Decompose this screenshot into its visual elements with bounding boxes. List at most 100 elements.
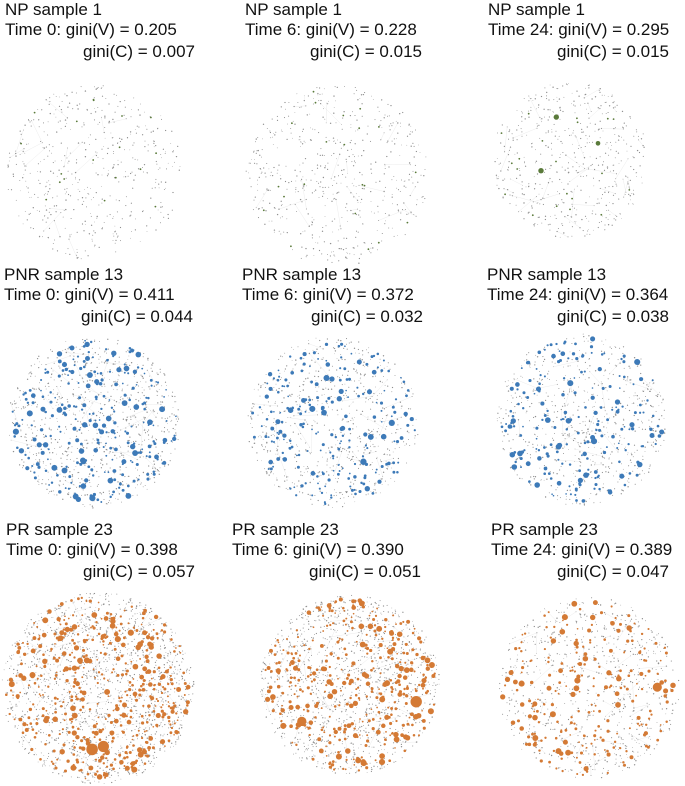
network-colored-node <box>581 454 583 456</box>
network-node <box>396 444 397 445</box>
network-node <box>89 473 90 474</box>
network-node <box>537 203 538 204</box>
network-node <box>353 483 354 484</box>
network-node <box>60 398 61 399</box>
network-node <box>341 148 342 149</box>
network-node <box>148 386 149 387</box>
network-edge <box>351 209 358 210</box>
network-node <box>130 419 131 420</box>
network-colored-node <box>270 427 274 431</box>
network-node <box>537 445 538 446</box>
network-node <box>370 359 371 360</box>
network-node <box>508 131 509 132</box>
network-node <box>573 338 574 339</box>
network-colored-node <box>276 437 279 440</box>
network-node <box>604 192 605 193</box>
network-node <box>615 365 616 366</box>
network-node <box>117 237 118 238</box>
network-colored-node <box>330 494 332 496</box>
network-colored-node <box>92 356 94 358</box>
network-colored-node <box>406 424 409 427</box>
network-node <box>627 183 628 184</box>
network-node <box>571 391 572 392</box>
network-colored-node <box>351 353 353 355</box>
network-colored-node <box>92 159 94 161</box>
network-node <box>587 103 588 104</box>
network-colored-node <box>79 448 85 454</box>
network-colored-node <box>44 372 46 374</box>
network-colored-node <box>31 393 36 398</box>
network-node <box>342 384 343 385</box>
network-node <box>523 202 524 203</box>
network-node <box>88 355 89 356</box>
network-node <box>570 378 571 379</box>
network-node <box>265 446 266 447</box>
network-edge <box>24 737 37 755</box>
network-node <box>160 689 161 690</box>
panel-time-gini-v: Time 0: gini(V) = 0.398 <box>6 540 178 560</box>
network-colored-node <box>538 382 541 385</box>
network-edge <box>288 418 305 421</box>
network-node <box>57 394 58 395</box>
network-node <box>254 443 255 444</box>
network-node <box>372 247 373 248</box>
network-node <box>517 152 518 153</box>
network-colored-node <box>46 371 49 374</box>
network-node <box>384 408 385 409</box>
network-node <box>629 188 630 189</box>
network-node <box>391 179 392 180</box>
network-node <box>48 395 49 396</box>
network-node <box>627 181 628 182</box>
network-node <box>175 424 176 425</box>
network-node <box>295 454 296 455</box>
network-node <box>417 434 418 435</box>
network-node <box>39 362 40 363</box>
network-colored-node <box>576 117 578 119</box>
network-hub-node <box>538 168 543 173</box>
network-edge <box>519 420 520 435</box>
network-colored-node <box>332 455 335 458</box>
network-node <box>135 129 136 130</box>
network-node <box>124 100 125 101</box>
network-node <box>379 474 380 475</box>
network-node <box>563 476 564 477</box>
network-node <box>580 105 581 106</box>
network-node <box>609 186 610 187</box>
network-node <box>301 411 302 412</box>
network-node <box>313 219 314 220</box>
network-node <box>31 405 32 406</box>
network-node <box>336 495 337 496</box>
network-node <box>603 161 604 162</box>
network-edge <box>57 387 63 398</box>
network-node <box>70 153 71 154</box>
network-node <box>342 129 343 130</box>
network-node <box>614 218 615 219</box>
network-colored-node <box>147 397 149 399</box>
network-node <box>322 231 323 232</box>
network-node <box>555 363 556 364</box>
network-colored-node <box>290 371 294 375</box>
network-node <box>150 410 151 411</box>
network-colored-node <box>133 480 136 483</box>
network-colored-node <box>405 394 408 397</box>
network-node <box>379 181 380 182</box>
network-edge <box>253 404 278 406</box>
network-node <box>271 435 272 436</box>
network-node <box>165 152 166 153</box>
network-edge <box>121 418 146 430</box>
network-node <box>68 171 69 172</box>
network-node <box>23 224 24 225</box>
network-node <box>333 95 334 96</box>
network-node <box>106 463 107 464</box>
network-colored-node <box>268 372 272 376</box>
network-node <box>333 137 334 138</box>
network-node <box>254 151 255 152</box>
network-colored-node <box>546 410 548 412</box>
network-node <box>604 170 605 171</box>
network-node <box>401 417 402 418</box>
network-colored-node <box>544 414 547 417</box>
network-node <box>130 416 131 417</box>
network-node <box>97 433 98 434</box>
network-node <box>154 464 155 465</box>
network-node <box>23 408 24 409</box>
